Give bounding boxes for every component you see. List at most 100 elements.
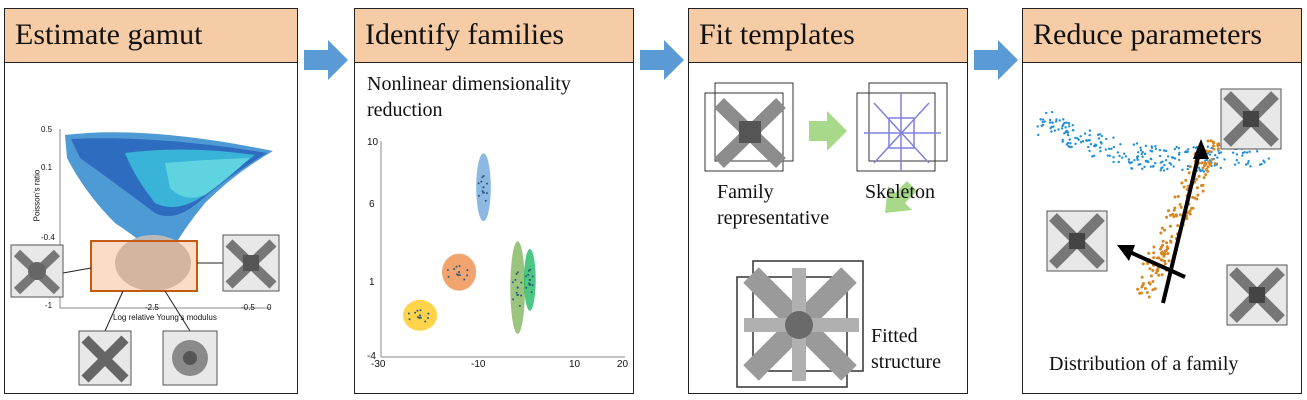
distribution-point bbox=[1149, 157, 1153, 161]
distribution-point bbox=[1204, 173, 1208, 177]
distribution-point bbox=[1081, 140, 1085, 143]
distribution-point bbox=[1150, 145, 1153, 148]
families-body: Nonlinear dimensionality reduction 10 6 … bbox=[355, 63, 633, 393]
distribution-point bbox=[1156, 266, 1160, 270]
distribution-point bbox=[1176, 195, 1180, 199]
distribution-point bbox=[1198, 168, 1201, 171]
distribution-point bbox=[1170, 235, 1174, 239]
distribution-point bbox=[1151, 288, 1155, 292]
distribution-point bbox=[1237, 161, 1240, 164]
distribution-point bbox=[1217, 142, 1221, 146]
cluster-point bbox=[515, 272, 518, 275]
distribution-point bbox=[1088, 139, 1091, 142]
arrow-down-left-icon bbox=[885, 181, 917, 213]
distribution-point bbox=[1176, 224, 1180, 228]
panel-title: Reduce parameters bbox=[1033, 18, 1263, 51]
family-label: representative bbox=[717, 207, 830, 229]
cluster-point bbox=[455, 265, 458, 268]
distribution-point bbox=[1064, 126, 1067, 129]
cluster-point bbox=[453, 268, 456, 271]
distribution-point bbox=[1139, 149, 1143, 152]
distribution-point bbox=[1061, 138, 1064, 142]
cube-icon bbox=[736, 260, 864, 388]
distribution-point bbox=[1181, 168, 1184, 172]
distribution-point bbox=[1161, 160, 1164, 163]
cluster-point bbox=[482, 191, 485, 194]
cluster-point bbox=[484, 199, 487, 202]
cluster-point bbox=[458, 271, 461, 274]
distribution-point bbox=[1100, 134, 1104, 138]
distribution-point bbox=[1107, 147, 1111, 151]
distribution-point bbox=[1088, 133, 1091, 137]
distribution-point bbox=[1079, 141, 1083, 144]
cube-icon bbox=[1046, 210, 1108, 272]
x-tick: -30 bbox=[371, 359, 386, 370]
arrow-head-icon bbox=[1193, 139, 1209, 159]
distribution-point bbox=[1213, 162, 1217, 166]
distribution-point bbox=[1065, 121, 1068, 124]
distribution-point bbox=[1165, 241, 1169, 245]
distribution-point bbox=[1219, 166, 1222, 170]
panel-estimate-gamut: Estimate gamut bbox=[4, 8, 298, 394]
cluster-point bbox=[529, 283, 532, 286]
distribution-point bbox=[1088, 129, 1092, 132]
cluster-point bbox=[424, 320, 427, 323]
distribution-point bbox=[1154, 161, 1157, 165]
distribution-point bbox=[1043, 120, 1046, 123]
cube-icon bbox=[162, 330, 218, 386]
distribution-point bbox=[1088, 149, 1091, 153]
distribution-point bbox=[1186, 150, 1189, 154]
distribution-point bbox=[1167, 259, 1171, 263]
templates-figure bbox=[704, 82, 948, 388]
distribution-point bbox=[1050, 110, 1054, 114]
cluster-point bbox=[414, 311, 417, 314]
distribution-point bbox=[1208, 163, 1212, 167]
skeleton-icon bbox=[856, 82, 948, 172]
distribution-point bbox=[1210, 146, 1213, 150]
distribution-point bbox=[1194, 177, 1198, 181]
distribution-point bbox=[1207, 150, 1211, 154]
distribution-point bbox=[1141, 167, 1144, 170]
distribution-point bbox=[1186, 211, 1190, 215]
distribution-point bbox=[1245, 151, 1249, 154]
distribution-point bbox=[1216, 156, 1219, 159]
distribution-point bbox=[1164, 149, 1168, 153]
distribution-point bbox=[1077, 138, 1080, 141]
distribution-point bbox=[1166, 167, 1169, 171]
family-label: Family bbox=[717, 181, 774, 203]
distribution-point bbox=[1143, 286, 1147, 290]
cluster-point bbox=[527, 269, 530, 272]
distribution-point bbox=[1053, 129, 1057, 132]
fitted-label: structure bbox=[871, 351, 941, 373]
distribution-point bbox=[1061, 124, 1064, 128]
distribution-point bbox=[1165, 215, 1169, 219]
cluster-point bbox=[527, 273, 530, 276]
distribution-point bbox=[1154, 147, 1158, 151]
distribution-point bbox=[1163, 163, 1166, 167]
distribution-point bbox=[1121, 156, 1124, 159]
distribution-point bbox=[1037, 133, 1040, 137]
distribution-point bbox=[1233, 163, 1237, 166]
arrow-right-icon bbox=[640, 40, 684, 80]
distribution-point bbox=[1083, 132, 1087, 135]
distribution-point bbox=[1112, 160, 1115, 164]
distribution-point bbox=[1200, 161, 1204, 165]
cluster-point bbox=[463, 278, 466, 281]
distribution-point bbox=[1074, 142, 1077, 146]
arrow-right-icon bbox=[974, 40, 1018, 80]
distribution-point bbox=[1070, 145, 1073, 149]
y-axis-label: Poisson's ratio bbox=[32, 169, 42, 222]
y-tick: -4 bbox=[367, 351, 376, 362]
panel-header: Fit templates bbox=[689, 9, 967, 63]
distribution-point bbox=[1153, 287, 1157, 291]
distribution-point bbox=[1092, 154, 1096, 158]
distribution-point bbox=[1187, 148, 1190, 151]
x-tick: 10 bbox=[569, 359, 581, 370]
cluster-point bbox=[516, 286, 519, 289]
distribution-point bbox=[1147, 251, 1151, 255]
cluster-point bbox=[517, 293, 520, 296]
distribution-point bbox=[1130, 161, 1133, 164]
distribution-point bbox=[1140, 275, 1144, 279]
distribution-point bbox=[1041, 123, 1045, 127]
clusters bbox=[402, 153, 536, 334]
